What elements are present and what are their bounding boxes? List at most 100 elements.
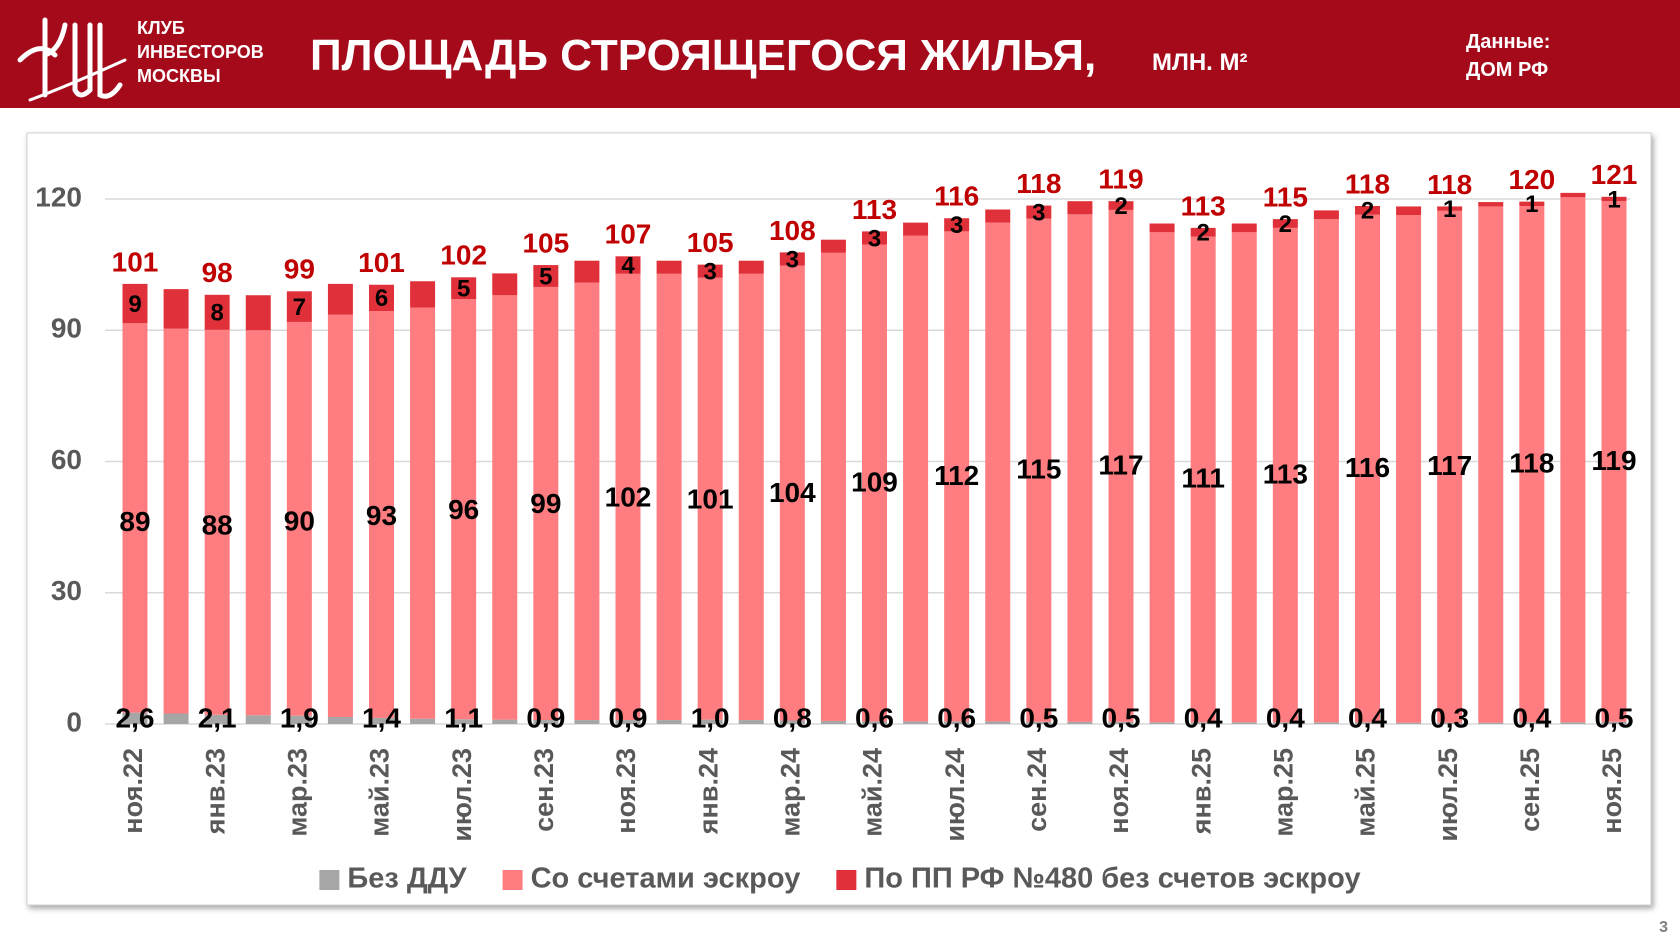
data-label: 89	[119, 506, 150, 537]
data-label: 7	[293, 294, 306, 321]
data-label: 99	[530, 488, 561, 519]
total-label: 116	[934, 181, 979, 212]
bar-segment	[327, 283, 353, 315]
data-label: 96	[448, 494, 479, 525]
data-label: 4	[621, 252, 635, 279]
x-tick-label: ноя.25	[1597, 748, 1627, 834]
data-label: 1,0	[691, 702, 730, 733]
data-label: 109	[851, 467, 898, 498]
bar-segment	[903, 222, 929, 236]
bar-segment	[779, 265, 805, 721]
data-label: 6	[375, 285, 388, 312]
data-label: 2	[1114, 193, 1127, 220]
data-label: 117	[1427, 450, 1472, 481]
bar-segment	[369, 311, 394, 718]
source-label: Данные:	[1466, 31, 1550, 53]
x-tick-label: мар.25	[1268, 748, 1298, 837]
total-label: 107	[605, 219, 652, 250]
legend-swatch	[836, 870, 857, 890]
bar-segment	[862, 244, 887, 722]
bar-segment	[1190, 236, 1216, 723]
bar-segment	[122, 323, 148, 713]
org-name: ИНВЕСТОРОВ	[137, 42, 264, 62]
data-label: 2,6	[116, 702, 155, 733]
x-tick-label: мар.23	[282, 748, 312, 837]
bar-segment	[410, 281, 436, 308]
bar-segment	[1519, 201, 1545, 206]
bar-segment	[1313, 219, 1339, 723]
y-tick-label: 30	[51, 575, 82, 606]
bar-segment	[903, 235, 929, 722]
data-label: 0,9	[609, 702, 648, 733]
bar-segment	[985, 209, 1011, 223]
bar-segment	[1601, 201, 1627, 722]
total-label: 105	[522, 227, 569, 258]
data-label: 113	[1263, 458, 1308, 489]
bar-segment	[533, 286, 559, 721]
data-label: 0,5	[1102, 702, 1141, 733]
bar-segment	[1026, 205, 1052, 219]
bar-segment	[451, 719, 477, 724]
bar-segment	[492, 719, 518, 724]
data-label: 93	[366, 500, 397, 531]
total-label: 119	[1098, 164, 1143, 195]
bar-segment	[451, 277, 477, 300]
bar-segment	[574, 720, 600, 724]
data-label: 2	[1361, 198, 1374, 225]
bar-segment	[204, 294, 230, 330]
legend-label: Со счетами эскроу	[531, 863, 801, 895]
legend-swatch	[319, 870, 340, 890]
bar-segment	[327, 314, 353, 717]
legend-swatch	[502, 870, 523, 890]
bar-segment	[1231, 232, 1257, 723]
x-tick-label: янв.23	[200, 748, 230, 835]
bar-segment	[122, 283, 148, 324]
bar-segment	[779, 252, 805, 266]
y-tick-label: 60	[51, 444, 82, 475]
data-label: 0,9	[526, 702, 565, 733]
total-label: 113	[1181, 190, 1226, 221]
bar-segment	[944, 218, 970, 232]
source: ДОМ РФ	[1466, 59, 1548, 81]
bar-segment	[862, 721, 887, 724]
bar-segment	[369, 717, 394, 724]
bar-segment	[820, 239, 846, 253]
data-label: 0,4	[1184, 702, 1223, 733]
bar-segment	[245, 715, 271, 724]
bar-segment	[204, 714, 230, 724]
data-label: 119	[1591, 445, 1636, 476]
bar-segment	[1313, 210, 1339, 220]
data-label: 0,5	[1595, 702, 1634, 733]
bar-segment	[1396, 722, 1422, 724]
data-label: 0,6	[855, 702, 894, 733]
bar-segment	[574, 260, 600, 283]
data-label: 1	[1607, 186, 1620, 213]
bar-segment	[245, 330, 271, 716]
bar-segment	[204, 329, 230, 715]
total-label: 118	[1016, 168, 1061, 199]
data-label: 1,4	[362, 702, 401, 733]
bar-segment	[327, 717, 353, 724]
bar-segment	[1478, 202, 1504, 207]
bar-segment	[1478, 206, 1504, 723]
bar-segment	[533, 720, 559, 724]
bar-segment	[286, 291, 312, 322]
bar-segment	[245, 295, 271, 331]
bar-segment	[1519, 722, 1545, 724]
data-label: 0,4	[1512, 702, 1551, 733]
bar-segment	[492, 295, 518, 720]
data-label: 3	[703, 259, 716, 286]
bar-segment	[1601, 196, 1627, 202]
bar-segment	[1149, 223, 1175, 233]
bar-segment	[1560, 197, 1586, 723]
total-label: 101	[112, 246, 159, 277]
x-tick-label: май.25	[1351, 748, 1381, 837]
bar-segment	[574, 282, 600, 721]
data-label: 0,8	[773, 702, 812, 733]
bar-segment	[1190, 227, 1216, 237]
data-label: 116	[1345, 452, 1390, 483]
bar-segment	[1272, 219, 1298, 228]
data-label: 1	[1443, 196, 1456, 223]
